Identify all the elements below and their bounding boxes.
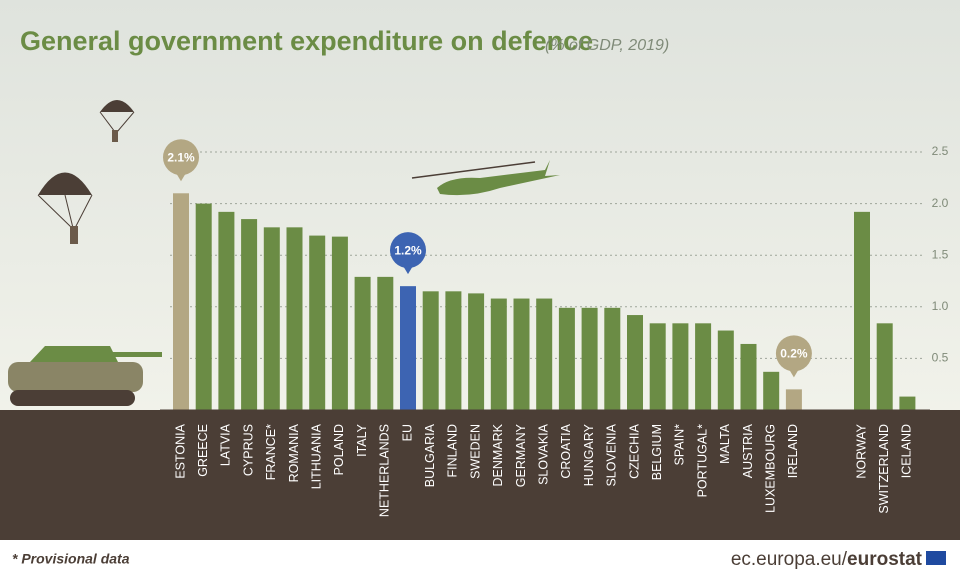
bar [899, 396, 916, 410]
x-tick-label: HUNGARY [582, 423, 596, 486]
bar [536, 298, 553, 410]
x-tick-label: LATVIA [219, 423, 233, 466]
label-band [0, 410, 960, 540]
x-tick-label: ROMANIA [287, 423, 301, 482]
bar [740, 343, 757, 410]
bar [513, 298, 530, 410]
x-tick-label: SPAIN* [673, 424, 687, 466]
bar [763, 371, 780, 410]
bar [309, 235, 326, 410]
bar [400, 286, 416, 410]
bar [331, 236, 348, 410]
bar [445, 291, 462, 410]
x-tick-label: DENMARK [491, 423, 505, 486]
source-url: ec.europa.eu/ [731, 549, 848, 570]
x-tick-label: GERMANY [514, 423, 528, 487]
eu-flag [926, 551, 946, 565]
bar [604, 307, 621, 410]
tank [8, 346, 162, 406]
helicopter [411, 160, 560, 196]
bar [173, 193, 189, 410]
x-tick-label: SLOVAKIA [536, 423, 550, 485]
x-tick-label: POLAND [332, 424, 346, 475]
bar [785, 389, 802, 410]
x-tick-label: CZECHIA [627, 423, 641, 479]
x-tick-label: SLOVENIA [605, 423, 619, 486]
bar [354, 276, 371, 410]
bar [468, 293, 485, 410]
x-tick-label: ICELAND [900, 424, 914, 478]
value-label: 1.2% [394, 243, 422, 257]
value-label: 0.2% [780, 347, 808, 361]
y-tick-label: 2.5 [932, 144, 949, 158]
x-tick-label: NORWAY [854, 423, 868, 478]
bar [422, 291, 439, 410]
bar [717, 330, 734, 410]
bar [695, 323, 712, 410]
x-tick-label: SWITZERLAND [877, 424, 891, 514]
x-tick-label: MALTA [718, 423, 732, 463]
source-brand: eurostat [847, 549, 923, 570]
x-tick-label: ESTONIA [173, 423, 187, 478]
parachute-large [37, 172, 93, 244]
x-tick-label: PORTUGAL* [695, 424, 709, 498]
callout [163, 139, 199, 176]
y-tick-label: 0.5 [932, 351, 949, 365]
x-tick-label: BULGARIA [423, 423, 437, 487]
x-tick-label: BELGIUM [650, 424, 664, 480]
bar [490, 298, 507, 410]
bar [581, 307, 598, 410]
bar [649, 323, 666, 410]
chart-subtitle: (% of GDP, 2019) [545, 37, 669, 54]
x-tick-label: IRELAND [786, 424, 800, 478]
footnote: * Provisional data [12, 551, 130, 567]
x-tick-label: AUSTRIA [741, 423, 755, 478]
bar [672, 323, 689, 410]
source: ec.europa.eu/eurostat [731, 549, 923, 570]
bar [241, 219, 258, 410]
bar [558, 307, 575, 410]
x-tick-label: NETHERLANDS [378, 424, 392, 517]
bar [627, 315, 643, 410]
footer-band [0, 540, 960, 578]
x-tick-label: GREECE [196, 424, 210, 477]
bar [876, 323, 893, 410]
x-tick-label: FRANCE* [264, 424, 278, 480]
bar [195, 203, 212, 410]
x-tick-label: CROATIA [559, 423, 573, 478]
y-tick-label: 1.0 [932, 299, 949, 313]
bar [263, 227, 280, 410]
value-label: 2.1% [167, 150, 195, 164]
x-tick-label: EU [400, 424, 414, 441]
bar [286, 227, 303, 410]
x-tick-label: FINLAND [446, 424, 460, 477]
chart-title: General government expenditure on defenc… [20, 26, 593, 56]
callout [775, 335, 812, 372]
x-tick-label: ITALY [355, 423, 369, 457]
y-tick-label: 2.0 [932, 196, 949, 210]
bar [854, 211, 870, 410]
parachute-small [99, 100, 135, 142]
y-tick-label: 1.5 [932, 247, 949, 261]
bar [377, 276, 394, 410]
x-tick-label: LITHUANIA [309, 423, 323, 489]
x-tick-label: LUXEMBOURG [763, 424, 777, 513]
x-tick-label: SWEDEN [468, 424, 482, 479]
callout [390, 232, 426, 269]
bar [218, 211, 235, 410]
x-tick-label: CYPRUS [241, 424, 255, 476]
